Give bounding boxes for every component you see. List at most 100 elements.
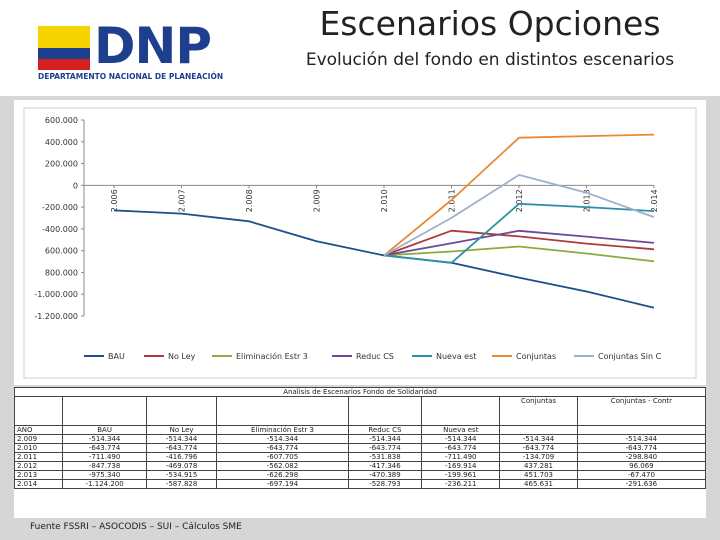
table-cell: -291.636 bbox=[576, 479, 707, 489]
y-tick-label: 800.000 bbox=[45, 268, 78, 277]
table-cell bbox=[421, 396, 501, 426]
table-header: AÑO BAU No Ley Eliminación Estr 3 Reduc CS Nu… bbox=[13, 425, 707, 435]
legend-label: Reduc CS bbox=[356, 352, 394, 361]
table-header-top: Conjuntas Conjuntas - Contr bbox=[13, 396, 707, 426]
table-cell: -236.211 bbox=[421, 479, 501, 489]
table-cell: Nueva est bbox=[421, 425, 501, 435]
y-tick-label: -1.200.000 bbox=[34, 312, 78, 321]
table-cell bbox=[216, 396, 349, 426]
table-cell: -514.344 bbox=[216, 434, 349, 444]
series-line-conjuntas-sin-c bbox=[383, 174, 655, 257]
table-cell: -298.840 bbox=[576, 452, 707, 462]
table-cell: 2.011 bbox=[13, 452, 64, 462]
x-tick-label: 2.010 bbox=[380, 189, 389, 212]
table-cell: 96.069 bbox=[576, 461, 707, 471]
table-caption: Analisis de Escenarios Fondo de Solidari… bbox=[14, 387, 706, 397]
table-cell: -531.838 bbox=[347, 452, 423, 462]
table-cell: -417.346 bbox=[347, 461, 423, 471]
colombia-flag-icon bbox=[38, 26, 90, 70]
table-cell: -643.774 bbox=[421, 443, 501, 453]
series-line-conjuntas bbox=[383, 133, 655, 257]
table-cell: Conjuntas - Contr bbox=[576, 396, 707, 426]
table-cell: -626.298 bbox=[216, 470, 349, 480]
table-cell: BAU bbox=[62, 425, 147, 435]
table-row: 2.014 -1.124.200 -587.828 -697.194 -528.793-… bbox=[13, 479, 707, 489]
table-cell: -67.470 bbox=[576, 470, 707, 480]
y-tick-label: 200.000 bbox=[45, 160, 78, 169]
table-row: 2.013 -975.340 -534.915 -626.298 -470.389 -19… bbox=[13, 470, 707, 480]
legend-label: BAU bbox=[108, 352, 125, 361]
line-chart: 600.000 400.000 200.000 0 -200.000 -400.000 60… bbox=[14, 100, 706, 385]
table-cell: 2.009 bbox=[13, 434, 64, 444]
table-cell: -711.490 bbox=[62, 452, 147, 462]
table-cell: -416.796 bbox=[145, 452, 218, 462]
table-cell bbox=[62, 396, 147, 426]
table-cell: -469.078 bbox=[145, 461, 218, 471]
y-tick-label: 400.000 bbox=[45, 138, 78, 147]
table-cell: 451.703 bbox=[499, 470, 578, 480]
dnp-logo: DNP DEPARTAMENTO NACIONAL DE PLANEACIÓN bbox=[30, 14, 230, 86]
table-cell: 437.281 bbox=[499, 461, 578, 471]
chart-frame bbox=[23, 107, 697, 379]
table-cell: -514.344 bbox=[421, 434, 501, 444]
table-cell: -643.774 bbox=[499, 443, 578, 453]
x-tick-label: 2.006 bbox=[110, 189, 119, 212]
table-cell: -169.914 bbox=[421, 461, 501, 471]
x-tick-label: 2.008 bbox=[245, 189, 254, 212]
scenario-table: Analisis de Escenarios Fondo de Solidari… bbox=[13, 387, 707, 489]
legend-label: Conjuntas Sin C bbox=[598, 352, 662, 361]
y-tick-label: -200.000 bbox=[42, 203, 78, 212]
table-cell: Conjuntas bbox=[499, 396, 578, 426]
chart-svg: 600.000 400.000 200.000 0 -200.000 -400.000 60… bbox=[23, 107, 697, 379]
table-cell: -1.124.200 bbox=[62, 479, 147, 489]
page-title: Escenarios Opciones bbox=[319, 4, 661, 43]
table-cell: -975.340 bbox=[62, 470, 147, 480]
legend-label: Nueva est bbox=[436, 352, 476, 361]
header: DNP DEPARTAMENTO NACIONAL DE PLANEACIÓN … bbox=[0, 0, 720, 96]
table-cell: -199.961 bbox=[421, 470, 501, 480]
table-cell: Reduc CS bbox=[347, 425, 423, 435]
x-tick-label: 2.014 bbox=[650, 189, 659, 212]
y-tick-label: 0 bbox=[73, 181, 78, 190]
y-tick-label: -1.000.000 bbox=[34, 290, 78, 299]
table-cell: -514.344 bbox=[62, 434, 147, 444]
table-cell bbox=[347, 396, 423, 426]
table-cell: -514.344 bbox=[499, 434, 578, 444]
table-cell: -711.490 bbox=[421, 452, 501, 462]
y-tick-label: -400.000 bbox=[42, 225, 78, 234]
logo-text: DNP bbox=[94, 17, 212, 75]
table-cell: -587.828 bbox=[145, 479, 218, 489]
table-cell: -643.774 bbox=[576, 443, 707, 453]
table-cell: -514.344 bbox=[576, 434, 707, 444]
table-row: 2.012 -847.738 -469.078 -562.082 -417.346 -16… bbox=[13, 461, 707, 471]
x-tick-label: 2.012 bbox=[515, 189, 524, 212]
table-cell: -607.705 bbox=[216, 452, 349, 462]
scenario-table-panel: Analisis de Escenarios Fondo de Solidari… bbox=[13, 387, 707, 518]
table-cell: -562.082 bbox=[216, 461, 349, 471]
table-cell: No Ley bbox=[145, 425, 218, 435]
legend-label: Eliminación Estr 3 bbox=[236, 351, 308, 361]
legend-label: No Ley bbox=[168, 352, 196, 361]
x-tick-label: 2.007 bbox=[178, 189, 187, 212]
table-cell: 465.631 bbox=[499, 479, 578, 489]
table-cell: -528.793 bbox=[347, 479, 423, 489]
x-tick-label: 2.009 bbox=[313, 189, 322, 212]
source-note: Fuente FSSRI – ASOCODIS – SUI – Cálculos… bbox=[30, 522, 242, 532]
table-cell: 2.014 bbox=[13, 479, 64, 489]
table-cell: -643.774 bbox=[347, 443, 423, 453]
legend-label: Conjuntas bbox=[516, 352, 556, 361]
page-subtitle: Evolución del fondo en distintos escenar… bbox=[305, 50, 675, 70]
table-cell: Eliminación Estr 3 bbox=[216, 425, 349, 435]
table-cell: -514.344 bbox=[347, 434, 423, 444]
table-cell bbox=[145, 396, 218, 426]
table-cell: -697.194 bbox=[216, 479, 349, 489]
table-cell: 2.013 bbox=[13, 470, 64, 480]
series-line-reduc-cs bbox=[383, 229, 655, 257]
series-line-bau bbox=[113, 209, 655, 309]
table-cell: -643.774 bbox=[145, 443, 218, 453]
table-cell: -534.915 bbox=[145, 470, 218, 480]
table-cell: -470.389 bbox=[347, 470, 423, 480]
table-cell: -643.774 bbox=[62, 443, 147, 453]
table-cell: -643.774 bbox=[216, 443, 349, 453]
x-tick-label: 2.011 bbox=[448, 189, 457, 212]
